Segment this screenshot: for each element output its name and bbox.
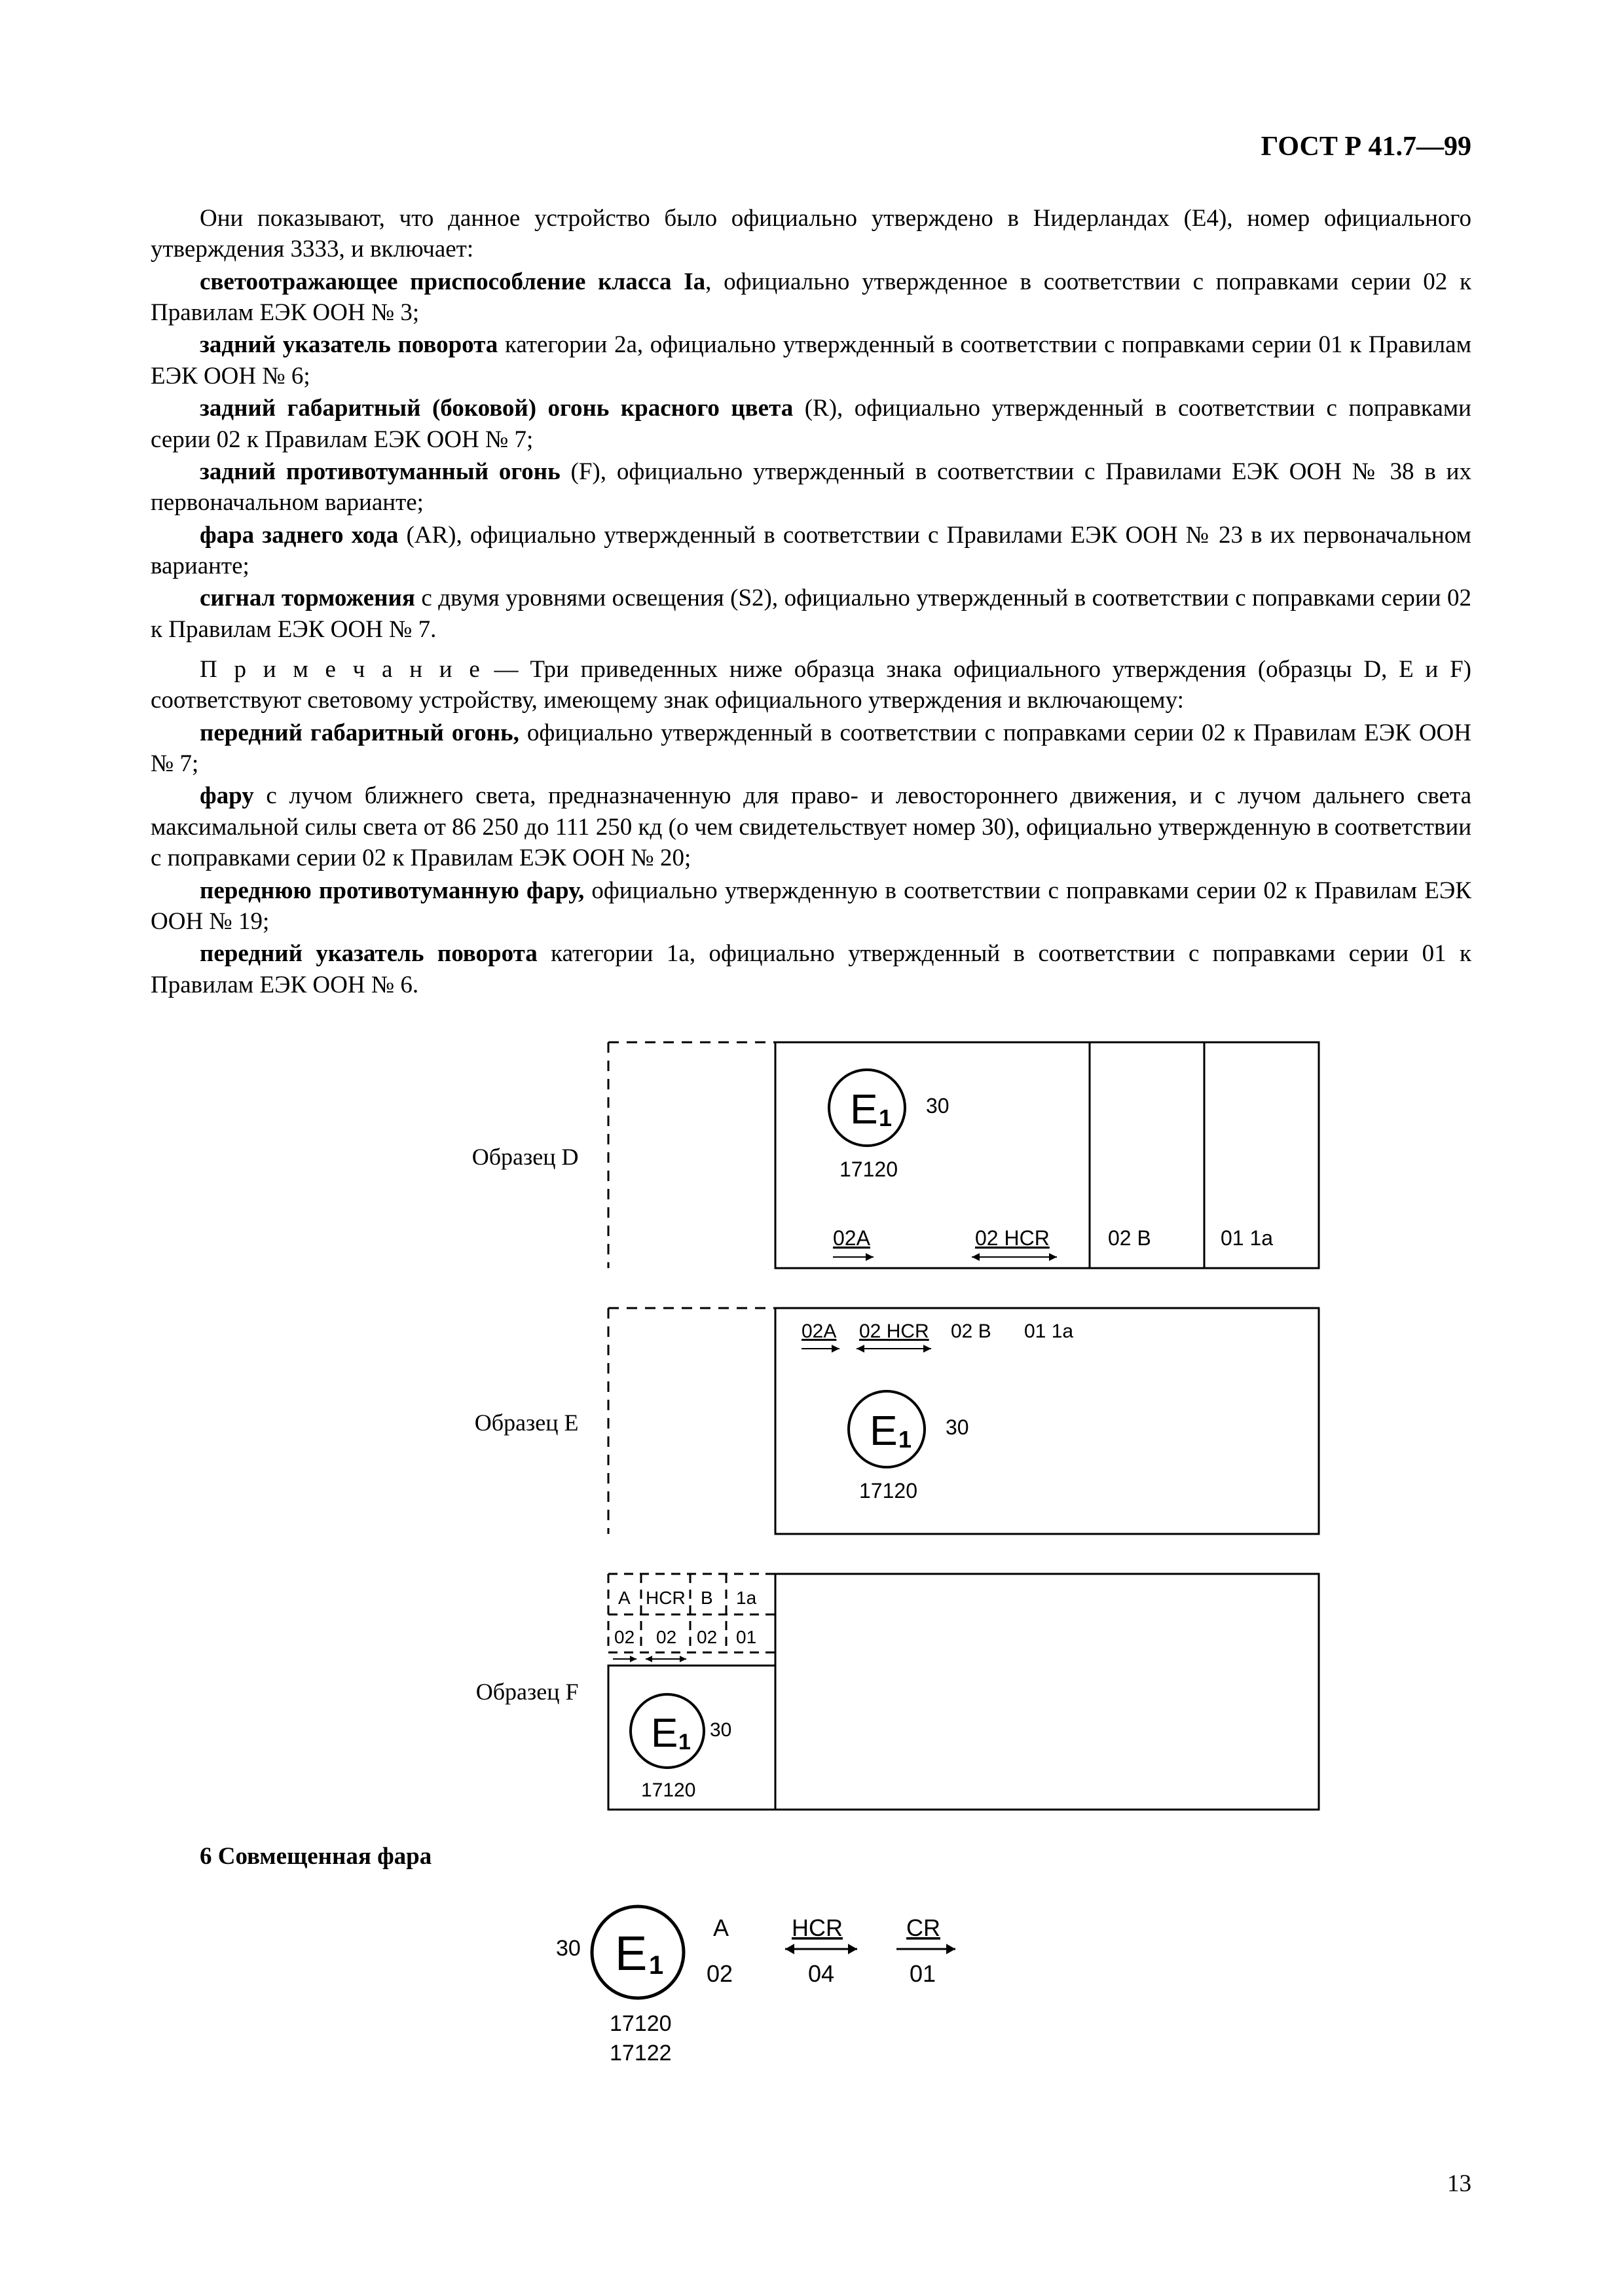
svg-text:02A: 02A — [833, 1226, 871, 1250]
sample-e-label: Образец E — [297, 1409, 605, 1436]
svg-text:02 B: 02 B — [1108, 1226, 1151, 1250]
svg-text:1: 1 — [879, 1104, 892, 1131]
svg-text:30: 30 — [556, 1936, 581, 1961]
bold-2: задний указатель поворота — [200, 331, 498, 358]
svg-text:HCR: HCR — [792, 1914, 843, 1941]
svg-text:1: 1 — [649, 1951, 663, 1980]
bold-3: задний габаритный (боковой) огонь красно… — [200, 395, 793, 422]
sample-d-svg: E 1 30 17120 02A 02 HCR 02 B 01 1a — [605, 1036, 1325, 1278]
body-text: Они показывают, что данное устройство бы… — [151, 203, 1471, 1000]
sample-d-row: Образец D E 1 30 17120 — [297, 1036, 1325, 1278]
svg-text:01 1a: 01 1a — [1221, 1226, 1273, 1250]
sample-d-label: Образец D — [297, 1143, 605, 1171]
svg-text:E: E — [870, 1407, 898, 1454]
svg-text:01: 01 — [736, 1627, 756, 1647]
svg-text:B: B — [701, 1588, 713, 1608]
para-item-5: фара заднего хода (AR), официально утвер… — [151, 520, 1471, 582]
svg-text:02A: 02A — [802, 1321, 836, 1342]
svg-text:30: 30 — [710, 1719, 731, 1741]
note-prefix: П р и м е ч а н и е — [200, 656, 483, 683]
sample-f-label: Образец F — [297, 1678, 605, 1705]
svg-text:02: 02 — [697, 1627, 717, 1647]
tail-8: с лучом ближнего света, предназначенную … — [151, 782, 1471, 871]
svg-text:02 HCR: 02 HCR — [859, 1321, 929, 1342]
section-6-heading: 6 Совмещенная фара — [151, 1842, 1471, 1870]
svg-text:02: 02 — [614, 1627, 635, 1647]
svg-text:17120: 17120 — [859, 1479, 917, 1503]
svg-text:A: A — [618, 1588, 631, 1608]
bold-10: передний указатель поворота — [200, 940, 538, 967]
para-note: П р и м е ч а н и е — Три приведенных ни… — [151, 654, 1471, 716]
para-item-10: передний указатель поворота категории 1а… — [151, 938, 1471, 1000]
para-item-6: сигнал торможения с двумя уровнями освещ… — [151, 583, 1471, 645]
svg-text:17120: 17120 — [641, 1779, 695, 1801]
svg-text:E: E — [615, 1926, 647, 1980]
page-number: 13 — [1447, 2170, 1471, 2198]
svg-text:04: 04 — [808, 1960, 834, 1987]
bold-4: задний противотуманный огонь — [200, 458, 561, 485]
sample-e-row: Образец E 02A 02 HCR 02 B 01 1a — [297, 1302, 1325, 1544]
bold-1: светоотражающее приспособление класса Iа — [200, 268, 705, 295]
svg-text:30: 30 — [926, 1094, 949, 1118]
svg-text:17122: 17122 — [610, 2041, 672, 2066]
svg-text:01 1a: 01 1a — [1024, 1321, 1073, 1342]
svg-text:17120: 17120 — [610, 2011, 672, 2036]
para-item-8: фару с лучом ближнего света, предназначе… — [151, 780, 1471, 873]
svg-text:1: 1 — [898, 1426, 912, 1453]
svg-text:CR: CR — [906, 1914, 940, 1941]
svg-text:E: E — [850, 1085, 878, 1133]
svg-text:01: 01 — [910, 1960, 936, 1987]
svg-text:A: A — [713, 1914, 729, 1941]
svg-text:1: 1 — [678, 1730, 691, 1755]
svg-text:02 B: 02 B — [951, 1321, 991, 1342]
para-item-3: задний габаритный (боковой) огонь красно… — [151, 393, 1471, 455]
standard-id: ГОСТ Р 41.7—99 — [1261, 131, 1471, 162]
svg-text:02: 02 — [656, 1627, 676, 1647]
para-intro: Они показывают, что данное устройство бы… — [151, 203, 1471, 265]
svg-text:02: 02 — [707, 1960, 733, 1987]
para-item-9: переднюю противотуманную фару, официальн… — [151, 875, 1471, 938]
sample-f-svg: A HCR B 1a 02 02 02 01 — [605, 1567, 1325, 1816]
para-item-4: задний противотуманный огонь (F), официа… — [151, 456, 1471, 519]
svg-text:30: 30 — [946, 1415, 969, 1439]
svg-text:E: E — [651, 1711, 678, 1756]
svg-text:17120: 17120 — [839, 1157, 898, 1181]
sample-e-svg: 02A 02 HCR 02 B 01 1a E 1 30 17120 — [605, 1302, 1325, 1544]
svg-text:1a: 1a — [736, 1588, 757, 1608]
para-item-2: задний указатель поворота категории 2а, … — [151, 329, 1471, 392]
bold-8: фару — [200, 782, 254, 809]
svg-text:02 HCR: 02 HCR — [975, 1226, 1050, 1250]
bold-9: переднюю противотуманную фару, — [200, 877, 584, 904]
bold-5: фара заднего хода — [200, 522, 398, 549]
para-item-7: передний габаритный огонь, официально ут… — [151, 718, 1471, 780]
diagram-area: Образец D E 1 30 17120 — [151, 1012, 1471, 1816]
svg-text:HCR: HCR — [646, 1588, 686, 1608]
sample-f-row: Образец F A HCR B 1a 02 — [297, 1567, 1325, 1816]
diagram-6: 30 E 1 A 02 HCR 04 CR 01 17120 17122 — [151, 1890, 1471, 2073]
para-item-1: светоотражающее приспособление класса Iа… — [151, 266, 1471, 329]
bold-6: сигнал торможения — [200, 585, 415, 611]
bold-7: передний габаритный огонь, — [200, 720, 519, 746]
